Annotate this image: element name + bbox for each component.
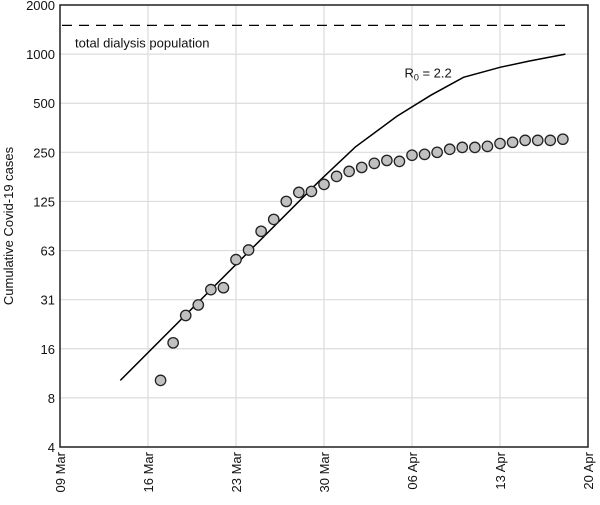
- y-tick-label: 500: [33, 96, 55, 111]
- data-point: [469, 141, 481, 154]
- data-point: [318, 178, 330, 191]
- data-point: [305, 185, 318, 198]
- data-point: [217, 281, 230, 294]
- x-tick-label: 20 Apr: [581, 451, 596, 489]
- y-tick-label: 8: [48, 391, 55, 406]
- data-point: [293, 186, 305, 199]
- y-tick-label: 1000: [26, 47, 55, 62]
- y-tick-label: 4: [48, 440, 55, 455]
- x-tick-label: 16 Mar: [141, 451, 156, 492]
- data-point: [192, 299, 205, 311]
- data-point: [431, 146, 443, 159]
- plot-frame: [59, 4, 589, 448]
- data-point: [531, 134, 544, 147]
- r0-annotation-value: = 2.2: [419, 65, 452, 80]
- y-axis: 4 8 16 31 63 125 250 500 1000 2000: [26, 0, 55, 455]
- data-point: [179, 309, 192, 322]
- y-tick-label: 16: [41, 342, 55, 357]
- data-point: [355, 161, 368, 174]
- data-point: [154, 374, 167, 387]
- data-point: [167, 336, 179, 349]
- data-point: [267, 213, 280, 226]
- reference-line-label: total dialysis population: [75, 35, 209, 50]
- y-tick-label: 125: [33, 194, 55, 209]
- y-tick-label: 2000: [26, 0, 55, 13]
- gridlines: [59, 4, 589, 448]
- data-point: [255, 225, 267, 238]
- x-tick-label: 13 Apr: [493, 451, 508, 489]
- x-tick-label: 09 Mar: [53, 451, 68, 492]
- data-point: [443, 143, 456, 156]
- y-tick-label: 250: [33, 145, 55, 160]
- r0-annotation-sub: 0: [414, 72, 419, 82]
- data-point: [242, 244, 255, 256]
- data-point: [481, 140, 494, 153]
- data-point: [393, 155, 406, 168]
- data-point: [230, 253, 242, 266]
- data-point: [205, 283, 217, 296]
- y-axis-label: Cumulative Covid-19 cases: [1, 146, 16, 305]
- data-point: [280, 195, 293, 208]
- data-point: [406, 149, 418, 162]
- data-point: [381, 154, 393, 167]
- data-point: [494, 137, 506, 150]
- data-point: [544, 134, 557, 147]
- data-point: [418, 148, 431, 161]
- data-point: [519, 134, 531, 147]
- r0-annotation: R0 = 2.2: [404, 65, 451, 82]
- data-point: [343, 165, 355, 178]
- model-line-r0: [119, 53, 566, 381]
- data-point: [456, 141, 469, 154]
- x-tick-label: 06 Apr: [405, 451, 420, 489]
- data-point: [368, 157, 381, 170]
- y-tick-label: 31: [41, 293, 55, 308]
- r0-annotation-r: R: [404, 65, 413, 80]
- x-axis: 09 Mar 16 Mar 23 Mar 30 Mar 06 Apr 13 Apr 20 A…: [53, 451, 596, 492]
- data-point: [330, 170, 343, 183]
- data-point: [557, 133, 569, 146]
- data-points: [154, 133, 569, 387]
- data-point: [506, 136, 519, 149]
- x-tick-label: 23 Mar: [229, 451, 244, 492]
- x-tick-label: 30 Mar: [317, 451, 332, 492]
- y-tick-label: 63: [41, 244, 55, 259]
